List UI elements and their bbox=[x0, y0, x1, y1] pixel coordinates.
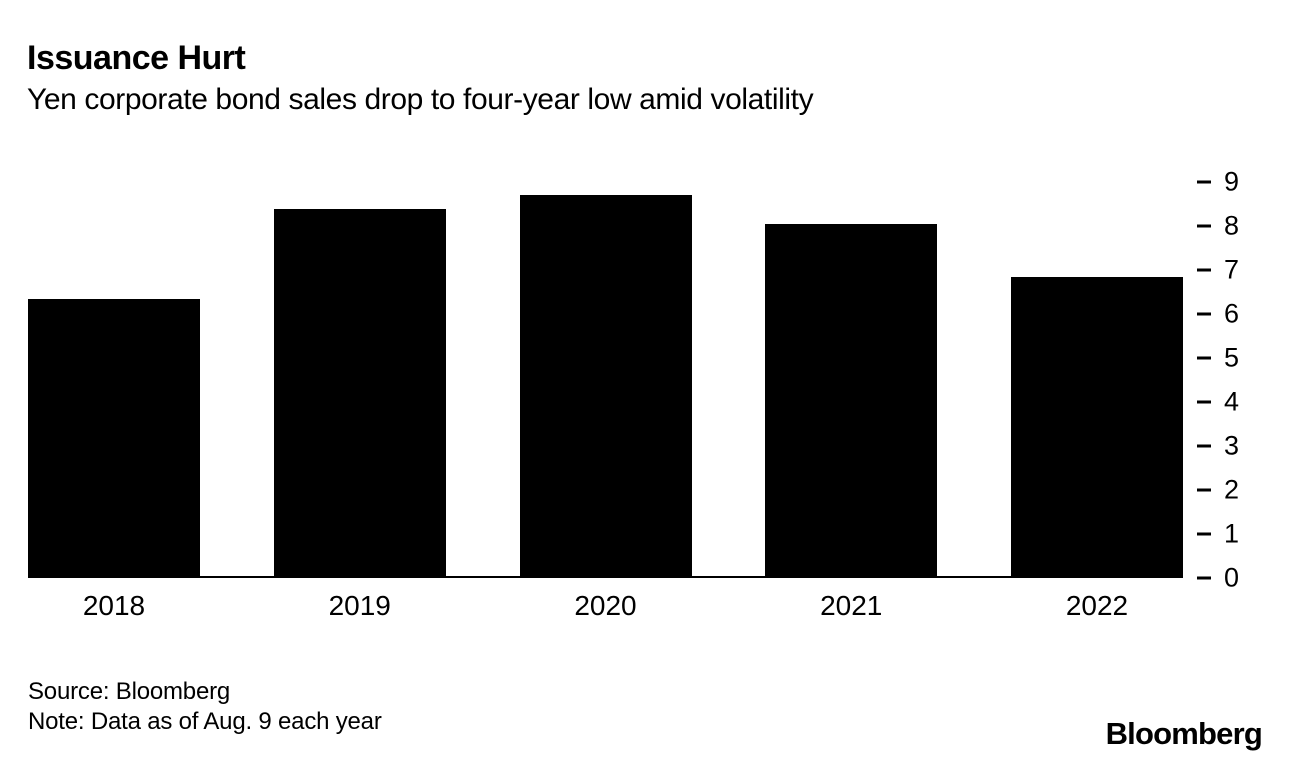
x-label-2019: 2019 bbox=[328, 590, 391, 621]
note-text: Note: Data as of Aug. 9 each year bbox=[28, 708, 382, 735]
y-tick-label: 4 bbox=[1224, 386, 1240, 417]
x-label-2022: 2022 bbox=[1065, 590, 1129, 621]
y-tick-3: 3 bbox=[1197, 430, 1240, 461]
y-tick-4: 4 bbox=[1197, 386, 1240, 417]
y-tick-label: 5 bbox=[1224, 342, 1240, 373]
bar-2018 bbox=[28, 298, 200, 576]
x-label-2020: 2020 bbox=[574, 590, 637, 621]
x-axis: 2018 2019 2020 2021 2022 bbox=[28, 590, 1183, 622]
source-text: Source: Bloomberg bbox=[28, 678, 231, 705]
tick-dash bbox=[1197, 532, 1211, 536]
tick-dash bbox=[1197, 400, 1211, 404]
y-tick-label: 6 bbox=[1224, 298, 1240, 329]
bar-2021 bbox=[765, 224, 938, 576]
bars-container bbox=[28, 182, 1183, 576]
y-tick-5: 5 bbox=[1197, 342, 1240, 373]
y-tick-label: 2 bbox=[1224, 474, 1240, 505]
y-tick-label: 8 bbox=[1224, 210, 1240, 241]
bar-2020 bbox=[519, 195, 692, 576]
x-label-2018: 2018 bbox=[82, 590, 146, 621]
y-tick-2: 2 bbox=[1197, 474, 1240, 505]
bloomberg-logo: Bloomberg bbox=[1105, 716, 1263, 751]
y-tick-label: 0 bbox=[1224, 562, 1240, 593]
chart-title: Issuance Hurt bbox=[27, 39, 246, 77]
y-tick-9: 9 bbox=[1197, 166, 1240, 197]
y-tick-1: 1 bbox=[1197, 518, 1240, 549]
tick-dash bbox=[1197, 268, 1211, 272]
tick-dash bbox=[1197, 224, 1211, 228]
tick-dash bbox=[1197, 444, 1211, 448]
y-tick-label: 1 bbox=[1224, 518, 1240, 549]
tick-dash bbox=[1197, 180, 1211, 184]
y-tick-0: 0 bbox=[1197, 562, 1240, 593]
y-tick-7: 7 bbox=[1197, 254, 1240, 285]
tick-dash bbox=[1197, 356, 1211, 360]
y-tick-label: 7 bbox=[1224, 254, 1240, 285]
x-label-2021: 2021 bbox=[820, 590, 883, 621]
bar-2019 bbox=[273, 208, 446, 576]
tick-dash bbox=[1197, 576, 1211, 580]
plot-area bbox=[28, 182, 1183, 578]
y-tick-label: 9 bbox=[1224, 166, 1240, 197]
tick-dash bbox=[1197, 488, 1211, 492]
bar-2022 bbox=[1011, 276, 1183, 576]
tick-dash bbox=[1197, 312, 1211, 316]
chart-subtitle: Yen corporate bond sales drop to four-ye… bbox=[27, 83, 814, 116]
y-tick-6: 6 bbox=[1197, 298, 1240, 329]
y-tick-8: 8 bbox=[1197, 210, 1240, 241]
y-tick-label: 3 bbox=[1224, 430, 1240, 461]
chart-footer: Source: Bloomberg Note: Data as of Aug. … bbox=[28, 677, 382, 737]
